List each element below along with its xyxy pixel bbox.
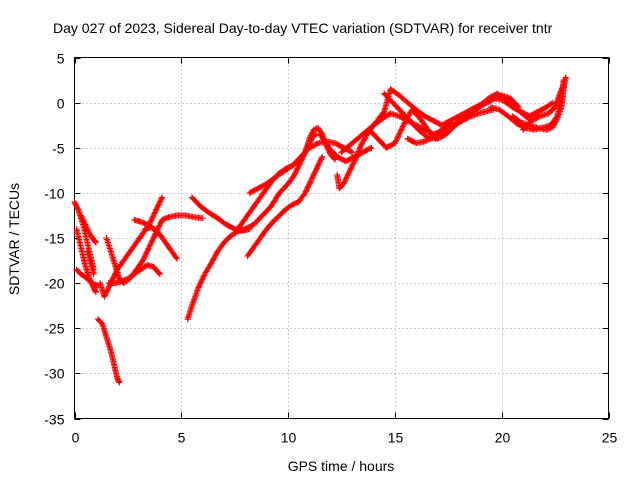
- series-26: [520, 81, 567, 133]
- series-8-plus-markers: [103, 212, 206, 287]
- x-tick-labels: 0 5 10 15 20 25: [72, 430, 618, 446]
- y-tick-label: -20: [44, 276, 64, 292]
- series-9: [105, 262, 163, 287]
- x-tick-label: 5: [178, 430, 186, 446]
- series-8: [103, 212, 206, 287]
- series-16-plus-markers: [244, 153, 326, 259]
- series-3-plus-markers: [73, 266, 101, 289]
- series-11: [142, 224, 180, 262]
- x-tick-label: 20: [495, 430, 511, 446]
- x-tick-label: 25: [602, 430, 618, 446]
- series-22: [381, 90, 556, 142]
- series-6: [95, 316, 123, 386]
- series-9-plus-markers: [105, 262, 163, 287]
- series-14-plus-markers: [231, 158, 302, 237]
- series-13: [189, 194, 253, 234]
- series-6-plus-markers: [95, 316, 123, 386]
- series-13-plus-markers: [189, 194, 253, 234]
- y-tick-label: -10: [44, 186, 64, 202]
- y-tick-label: -35: [44, 412, 64, 428]
- series-26-plus-markers: [520, 81, 567, 133]
- series-11-plus-markers: [142, 224, 180, 262]
- chart-title: Day 027 of 2023, Sidereal Day-to-day VTE…: [53, 20, 553, 36]
- x-tick-label: 0: [72, 430, 80, 446]
- x-tick-label: 10: [281, 430, 297, 446]
- series-22-plus-markers: [381, 90, 556, 142]
- series-4-plus-markers: [77, 212, 99, 246]
- series-3: [73, 266, 101, 289]
- series-23-plus-markers: [404, 119, 454, 147]
- series-5-plus-markers: [84, 248, 97, 278]
- y-tick-label: -25: [44, 321, 64, 337]
- series-19-plus-markers: [334, 106, 497, 192]
- x-axis-label: GPS time / hours: [288, 458, 395, 474]
- series-19: [334, 106, 497, 192]
- y-axis-label: SDTVAR / TECUs: [6, 183, 22, 295]
- y-tick-label: 5: [57, 51, 65, 67]
- x-tick-label: 15: [388, 430, 404, 446]
- series-14: [231, 158, 302, 237]
- y-tick-label: -15: [44, 231, 64, 247]
- axis-ticks: [74, 57, 610, 420]
- y-tick-label: -5: [52, 141, 65, 157]
- y-tick-label: -30: [44, 366, 64, 382]
- series-16: [244, 153, 326, 259]
- y-tick-labels: 5 0 -5 -10 -15 -20 -25 -30 -35: [44, 51, 64, 428]
- series-5: [84, 248, 97, 278]
- series-4: [77, 212, 99, 246]
- data-marks: [71, 74, 569, 386]
- y-tick-label: 0: [57, 96, 65, 112]
- series-23: [404, 119, 454, 147]
